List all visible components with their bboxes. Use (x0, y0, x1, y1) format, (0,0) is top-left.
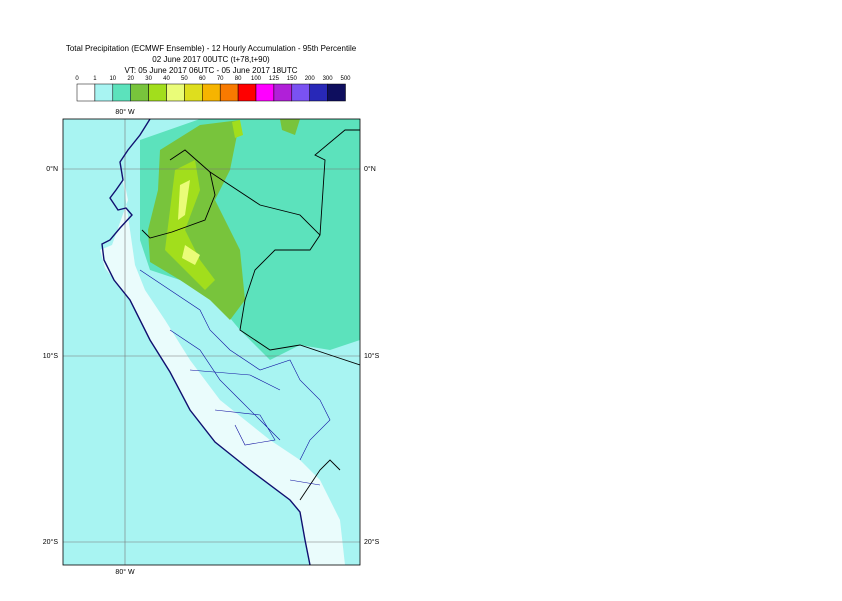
legend-swatch (184, 83, 203, 102)
legend-swatch (237, 83, 257, 102)
lat-label: 0°N (46, 165, 58, 173)
lat-label: 20°S (364, 538, 380, 546)
lat-label: 0°N (364, 165, 376, 173)
legend-label: 40 (163, 76, 170, 82)
legend-label: 0 (75, 76, 79, 82)
legend-label: 300 (323, 76, 334, 82)
legend-swatch (219, 83, 239, 102)
legend-label: 30 (145, 76, 152, 82)
legend-swatch (130, 83, 149, 102)
lat-label: 10°S (364, 352, 380, 360)
legend-label: 200 (305, 76, 316, 82)
legend-swatch (327, 83, 346, 102)
legend-swatch (255, 83, 275, 102)
legend-label: 60 (199, 76, 206, 82)
lon-label: 80° W (115, 568, 135, 576)
title-line: Total Precipitation (ECMWF Ensemble) - 1… (66, 44, 357, 53)
legend-label: 125 (269, 76, 280, 82)
legend-swatch (202, 83, 221, 102)
legend-swatch (309, 83, 328, 102)
legend-swatch (291, 83, 310, 102)
legend-label: 150 (287, 76, 298, 82)
legend-label: 1 (93, 76, 97, 82)
lat-labels: 0°N 0°N 10°S 10°S 20°S 20°S (43, 165, 380, 546)
legend-label: 80 (235, 76, 242, 82)
legend-label: 20 (127, 76, 134, 82)
legend-swatch (148, 83, 167, 102)
legend-label: 70 (217, 76, 224, 82)
legend-swatch (273, 83, 293, 102)
title-line: VT: 05 June 2017 06UTC - 05 June 2017 18… (125, 66, 298, 75)
title-line: 02 June 2017 00UTC (t+78,t+90) (152, 55, 270, 64)
lat-label: 20°S (43, 538, 59, 546)
legend-label: 10 (109, 76, 116, 82)
legend-swatch (76, 83, 96, 102)
legend-label: 100 (251, 76, 262, 82)
map-frame (62, 118, 361, 566)
legend: 0 1 10 20 30 40 50 60 70 80 100 125 150 200 300 500 (75, 76, 351, 102)
legend-swatch (94, 83, 114, 102)
map (63, 119, 360, 565)
lon-label: 80° W (115, 108, 135, 116)
legend-swatch (112, 83, 131, 102)
legend-label: 50 (181, 76, 188, 82)
legend-label: 500 (340, 76, 351, 82)
lat-label: 10°S (43, 352, 59, 360)
legend-swatch (166, 83, 185, 102)
